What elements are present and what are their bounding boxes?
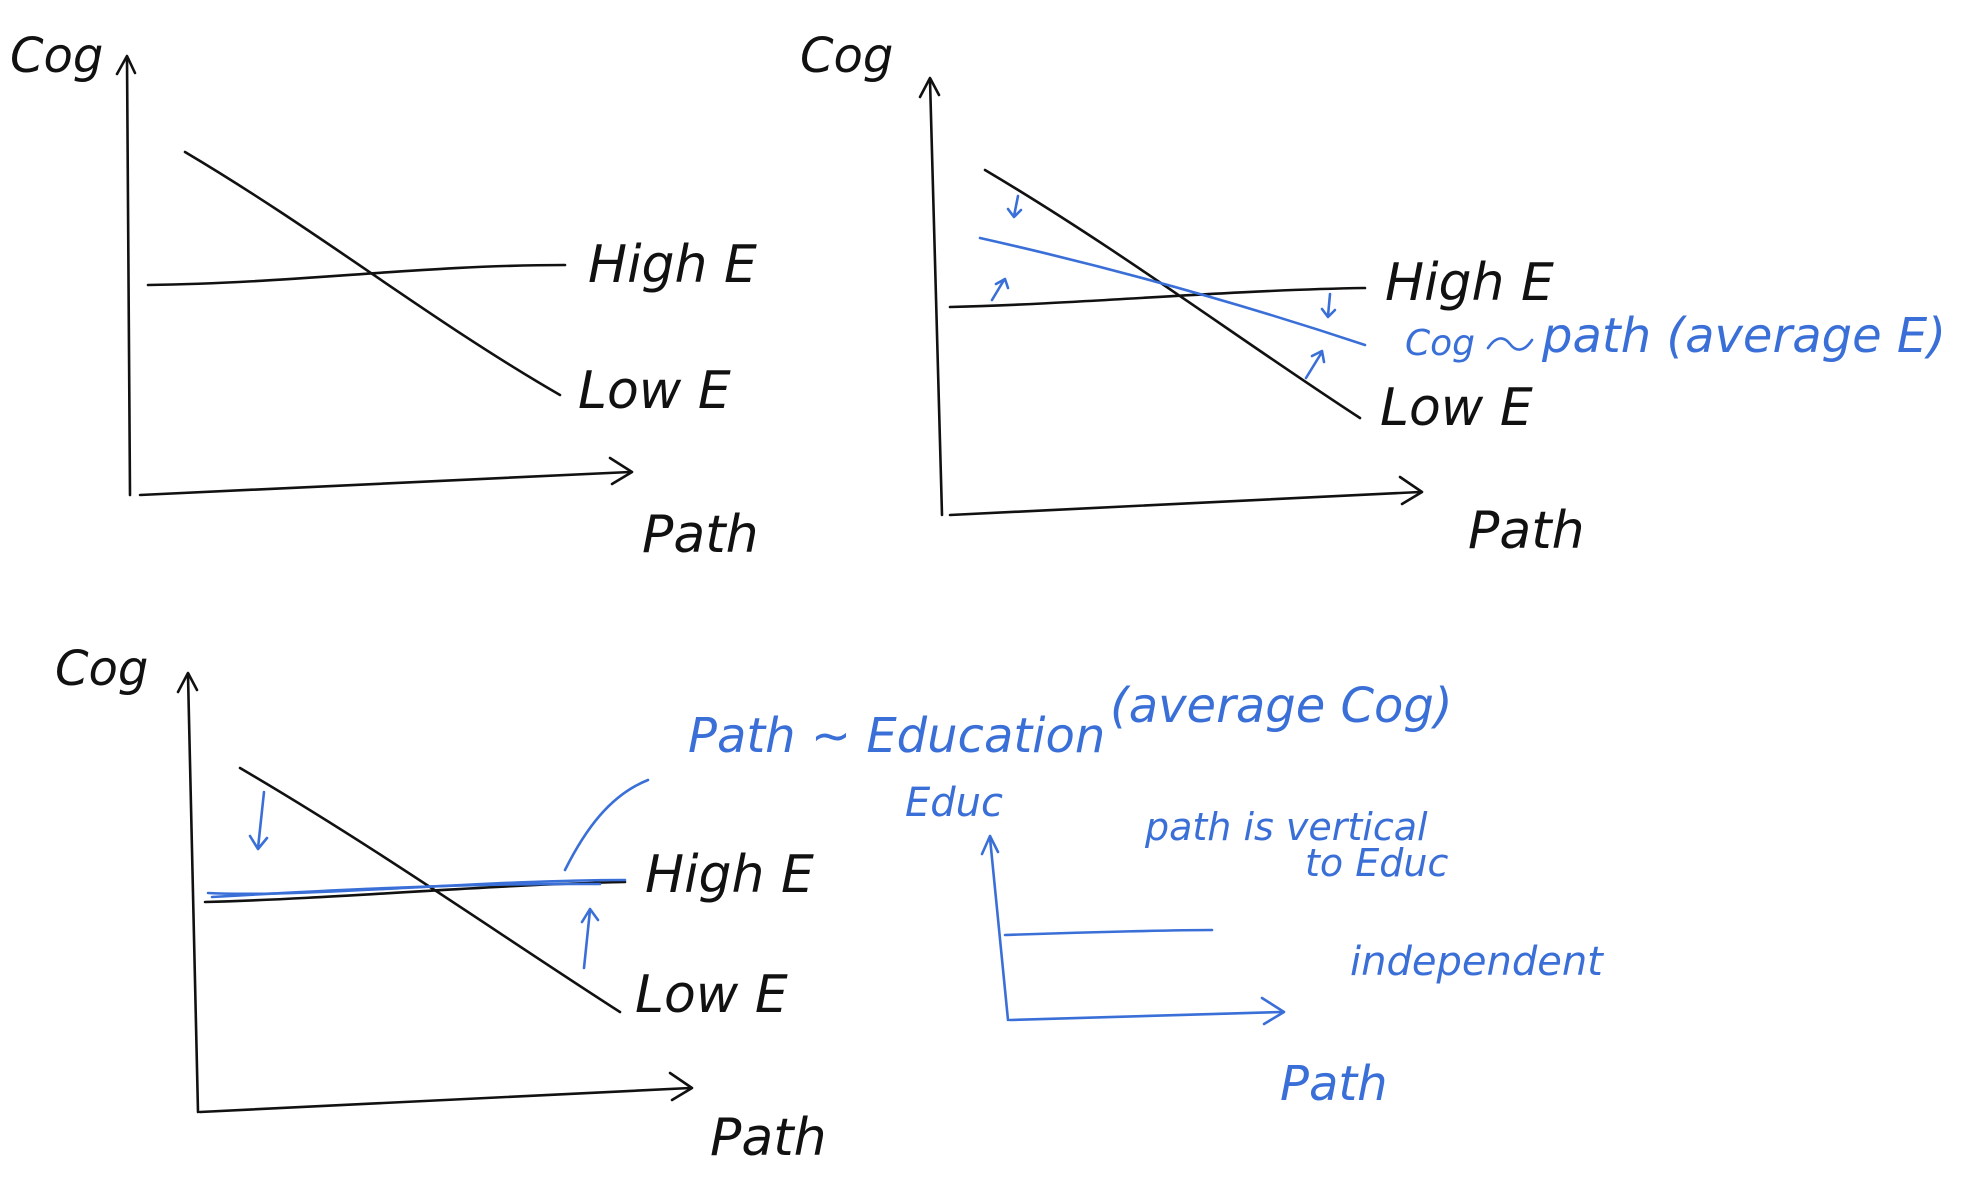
panel-2-tilde xyxy=(1488,338,1532,349)
panel-3-low-e-label: Low E xyxy=(635,965,788,1025)
panel-3-annotation-formula: Path ~ Education xyxy=(688,708,1105,764)
panel-2-x-axis xyxy=(950,492,1420,515)
panel-1-x-arrowhead xyxy=(610,458,632,484)
panel-2-y-axis xyxy=(930,80,942,515)
panel-2-annotation-lhs: Cog xyxy=(1405,323,1475,364)
panel-2-low-e-line xyxy=(985,170,1360,418)
panel-2-y-label: Cog xyxy=(800,28,893,84)
inset-x-axis xyxy=(1010,1012,1282,1020)
panel-3-x-label: Path xyxy=(710,1108,827,1168)
panel-2: Cog High E Low E Path Cog path (average … xyxy=(800,28,1946,561)
panel-3: Cog High E Low E Path Path ~ Education (… xyxy=(55,641,1453,1168)
panel-1-high-e-line xyxy=(148,265,565,285)
panel-3-y-label: Cog xyxy=(55,641,148,697)
panel-3-x-arrowhead xyxy=(670,1073,692,1100)
inset-x-label: Path xyxy=(1280,1056,1388,1112)
inset-flat-line xyxy=(1005,930,1212,935)
panel-3-x-axis xyxy=(200,1088,690,1112)
panel-2-arrow-up-right xyxy=(1306,351,1324,378)
inset-note-line-3: independent xyxy=(1350,939,1604,985)
panel-2-arrow-up-left xyxy=(992,279,1008,300)
panel-1-high-e-label: High E xyxy=(588,235,757,295)
panel-3-arrow-down xyxy=(250,792,267,849)
panel-3-y-axis xyxy=(188,675,198,1112)
panel-2-x-arrowhead xyxy=(1400,477,1422,504)
panel-2-high-e-line xyxy=(950,288,1365,307)
panel-3-high-e-label: High E xyxy=(645,845,814,905)
panel-1-low-e-line xyxy=(185,152,560,395)
panel-1-y-label: Cog xyxy=(10,28,103,84)
panel-3-arrow-up xyxy=(582,909,598,968)
panel-3-annotation-connector xyxy=(565,780,648,870)
panel-2-arrow-down-right xyxy=(1322,294,1335,317)
panel-2-x-label: Path xyxy=(1468,501,1585,561)
panel-2-low-e-label: Low E xyxy=(1380,378,1533,438)
panel-2-annotation-rhs: path (average E) xyxy=(1541,308,1946,364)
inset-note-line-2: to Educ xyxy=(1305,841,1448,885)
panel-3-annotation-paren: (average Cog) xyxy=(1110,678,1453,734)
panel-1-y-axis xyxy=(127,58,130,495)
panel-2-high-e-label: High E xyxy=(1385,253,1554,313)
inset-diagram: Educ Path path is vertical to Educ indep… xyxy=(905,780,1604,1112)
panel-1-x-axis xyxy=(140,472,630,495)
panel-1-x-label: Path xyxy=(642,505,759,565)
panel-1-low-e-label: Low E xyxy=(578,361,731,421)
panel-2-arrow-down-left xyxy=(1008,196,1021,217)
inset-y-axis xyxy=(990,838,1008,1020)
panel-1: Cog High E Low E Path xyxy=(10,28,759,565)
inset-y-label: Educ xyxy=(905,780,1003,826)
